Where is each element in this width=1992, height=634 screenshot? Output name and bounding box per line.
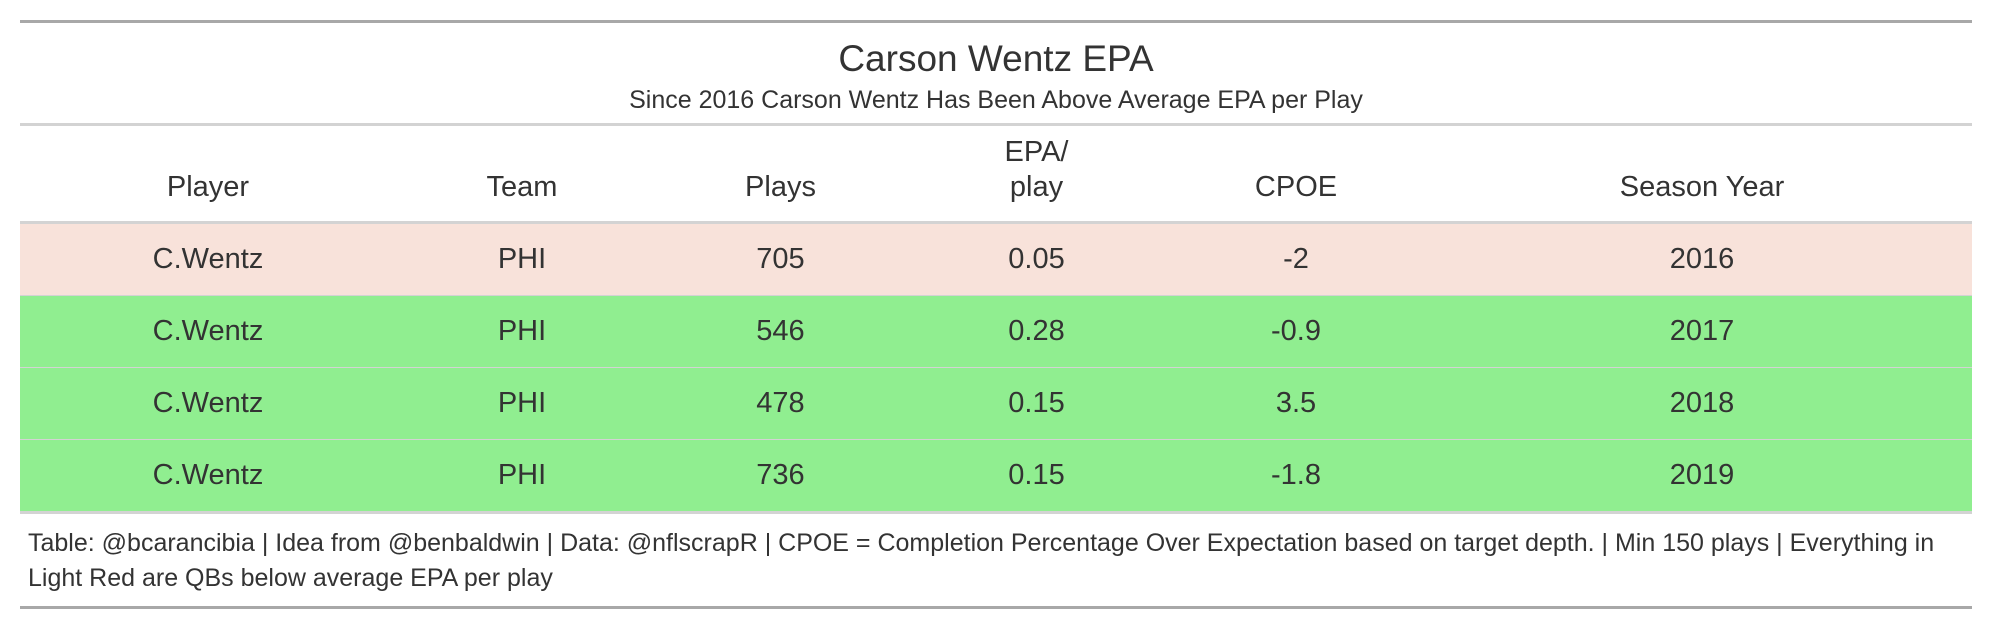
table-row: C.Wentz PHI 546 0.28 -0.9 2017 xyxy=(20,295,1972,367)
cell-cpoe: -0.9 xyxy=(1271,315,1321,347)
cell-epa-per-play: 0.15 xyxy=(1008,387,1065,419)
column-header-cpoe: CPOE xyxy=(1254,171,1338,203)
cell-plays: 736 xyxy=(756,459,805,491)
column-header-player: Player xyxy=(166,171,250,203)
table-row: C.Wentz PHI 705 0.05 -2 2016 xyxy=(20,224,1972,295)
table-body: C.Wentz PHI 705 0.05 -2 2016 C.Wentz PHI… xyxy=(20,224,1972,514)
cell-cpoe: -2 xyxy=(1283,243,1309,275)
cell-team: PHI xyxy=(497,459,547,491)
cell-team: PHI xyxy=(497,387,547,419)
cell-team: PHI xyxy=(497,315,547,347)
table-subtitle: Since 2016 Carson Wentz Has Been Above A… xyxy=(629,86,1363,114)
cell-season-year: 2017 xyxy=(1669,315,1735,347)
cell-epa-per-play: 0.28 xyxy=(1008,315,1065,347)
cell-player: C.Wentz xyxy=(152,459,264,491)
table-row: C.Wentz PHI 478 0.15 3.5 2018 xyxy=(20,367,1972,439)
column-header-epa-per-play: EPA/ play xyxy=(1004,136,1069,203)
cell-player: C.Wentz xyxy=(152,243,264,275)
cell-plays: 546 xyxy=(756,315,805,347)
cell-season-year: 2016 xyxy=(1669,243,1735,275)
source-note: Table: @bcarancibia | Idea from @benbald… xyxy=(28,529,1935,592)
column-header-season-year: Season Year xyxy=(1619,171,1785,203)
cell-plays: 705 xyxy=(756,243,805,275)
table-row: C.Wentz PHI 736 0.15 -1.8 2019 xyxy=(20,439,1972,511)
cell-season-year: 2019 xyxy=(1669,459,1735,491)
cell-season-year: 2018 xyxy=(1669,387,1735,419)
epa-table: Carson Wentz EPA Since 2016 Carson Wentz… xyxy=(20,20,1972,609)
cell-epa-per-play: 0.05 xyxy=(1008,243,1065,275)
cell-cpoe: 3.5 xyxy=(1275,387,1317,419)
cell-cpoe: -1.8 xyxy=(1271,459,1321,491)
cell-player: C.Wentz xyxy=(152,387,264,419)
table-heading: Carson Wentz EPA Since 2016 Carson Wentz… xyxy=(20,23,1972,126)
table-title: Carson Wentz EPA xyxy=(838,38,1154,79)
column-header-plays: Plays xyxy=(745,171,816,203)
cell-team: PHI xyxy=(497,243,547,275)
column-header-row: Player Team Plays EPA/ play CPOE Season … xyxy=(20,126,1972,224)
cell-epa-per-play: 0.15 xyxy=(1008,459,1065,491)
cell-player: C.Wentz xyxy=(152,315,264,347)
cell-plays: 478 xyxy=(756,387,805,419)
column-header-team: Team xyxy=(486,171,558,203)
